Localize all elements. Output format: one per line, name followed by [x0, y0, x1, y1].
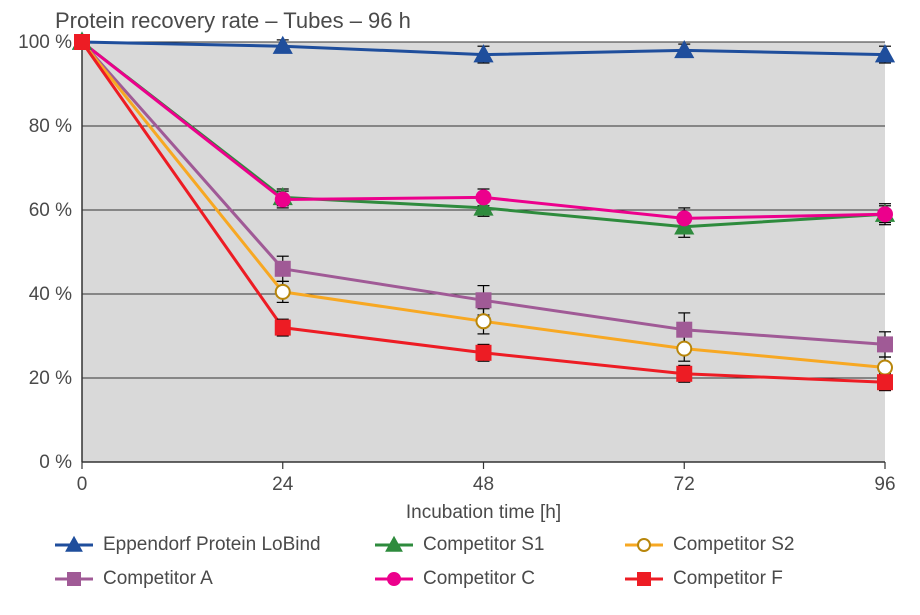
line-chart: 0 % 20 % 40 % 60 % 80 % 100 % 0 24 48 72 96 Incubat…: [0, 0, 920, 530]
svg-text:24: 24: [272, 474, 294, 495]
legend-item: Competitor C: [375, 568, 625, 590]
legend-swatch: [625, 535, 663, 555]
svg-text:40 %: 40 %: [29, 284, 72, 305]
legend-label: Competitor S2: [673, 534, 794, 556]
chart-title: Protein recovery rate – Tubes – 96 h: [55, 8, 411, 34]
svg-text:0: 0: [77, 474, 88, 495]
legend-item: Competitor S2: [625, 534, 875, 556]
svg-text:80 %: 80 %: [29, 116, 72, 137]
svg-text:0 %: 0 %: [39, 452, 72, 473]
legend-label: Eppendorf Protein LoBind: [103, 534, 321, 556]
legend-label: Competitor F: [673, 568, 783, 590]
svg-text:72: 72: [674, 474, 695, 495]
svg-text:96: 96: [874, 474, 895, 495]
legend-item: Competitor F: [625, 568, 875, 590]
legend-label: Competitor A: [103, 568, 213, 590]
legend: Eppendorf Protein LoBind Competitor S1 Com…: [55, 534, 885, 602]
legend-swatch: [375, 535, 413, 555]
svg-text:20 %: 20 %: [29, 368, 72, 389]
svg-text:60 %: 60 %: [29, 200, 72, 221]
svg-text:100 %: 100 %: [18, 32, 72, 53]
legend-label: Competitor C: [423, 568, 535, 590]
legend-item: Competitor S1: [375, 534, 625, 556]
legend-item: Eppendorf Protein LoBind: [55, 534, 375, 556]
legend-swatch: [55, 569, 93, 589]
legend-label: Competitor S1: [423, 534, 544, 556]
svg-text:48: 48: [473, 474, 494, 495]
legend-swatch: [625, 569, 663, 589]
legend-swatch: [375, 569, 413, 589]
legend-item: Competitor A: [55, 568, 375, 590]
svg-text:Incubation time [h]: Incubation time [h]: [406, 502, 561, 523]
legend-swatch: [55, 535, 93, 555]
